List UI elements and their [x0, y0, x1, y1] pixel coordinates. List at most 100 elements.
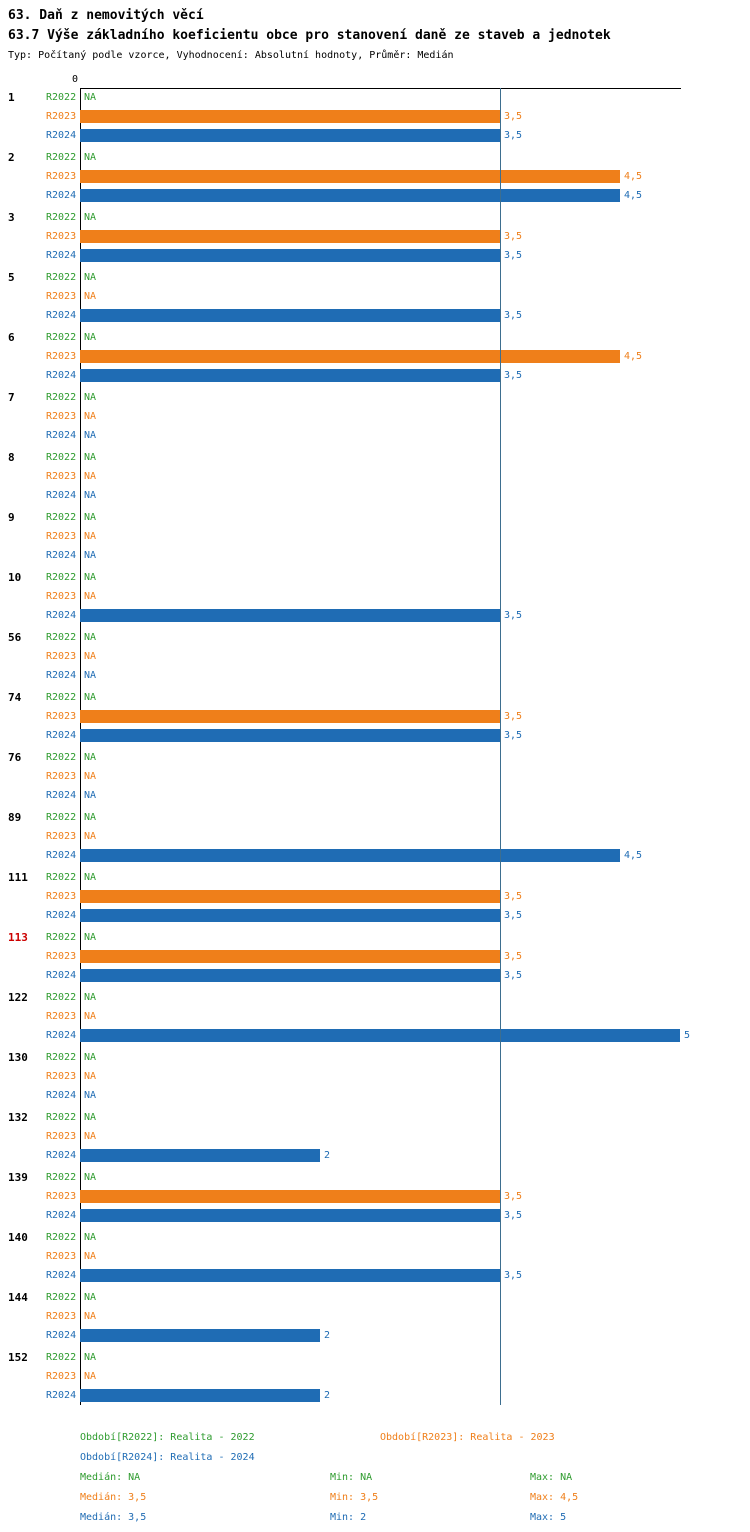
- bar-area: NA: [80, 568, 750, 587]
- legend-min-r2022: Min: NA: [330, 1471, 373, 1483]
- bar-area: 4,5: [80, 347, 750, 366]
- bar-area: 3,5: [80, 1266, 750, 1285]
- series-label: R2023: [46, 1311, 77, 1322]
- series-label: R2022: [46, 1112, 77, 1123]
- na-label: NA: [84, 272, 97, 283]
- legend-period-r2022: Období[R2022]: Realita - 2022: [80, 1431, 255, 1443]
- chart-row: R2022 NA: [0, 1288, 750, 1307]
- group-label: 3: [8, 211, 15, 224]
- series-label: R2024: [46, 1030, 77, 1041]
- series-label: R2024: [46, 250, 77, 261]
- bar-r2023: [80, 890, 500, 903]
- value-label: 3,5: [504, 610, 523, 621]
- group-label: 144: [8, 1291, 28, 1304]
- value-label: 3,5: [504, 891, 523, 902]
- series-label: R2022: [46, 1232, 77, 1243]
- bar-group: 152 R2022 NA R2023 NA R2024 2: [0, 1348, 750, 1405]
- na-label: NA: [84, 1071, 97, 1082]
- bar-r2024: [80, 129, 500, 142]
- bar-area: 4,5: [80, 167, 750, 186]
- bar-area: 3,5: [80, 306, 750, 325]
- bar-r2024: [80, 309, 500, 322]
- value-label: 3,5: [504, 250, 523, 261]
- series-label: R2024: [46, 190, 77, 201]
- bar-area: 3,5: [80, 107, 750, 126]
- chart-row: R2023 NA: [0, 407, 750, 426]
- legend-median-r2023: Medián: 3,5: [80, 1491, 147, 1503]
- series-label: R2024: [46, 910, 77, 921]
- na-label: NA: [84, 872, 97, 883]
- chart-row: R2023 3,5: [0, 947, 750, 966]
- na-label: NA: [84, 812, 97, 823]
- value-label: 4,5: [624, 850, 643, 861]
- bar-area: 3,5: [80, 606, 750, 625]
- group-label: 10: [8, 571, 22, 584]
- series-label: R2024: [46, 370, 77, 381]
- series-label: R2023: [46, 1371, 77, 1382]
- bar-area: 2: [80, 1326, 750, 1345]
- bar-group: 74 R2022 NA R2023 3,5 R2024 3,5: [0, 688, 750, 745]
- na-label: NA: [84, 490, 97, 501]
- group-label: 6: [8, 331, 15, 344]
- bar-r2023: [80, 710, 500, 723]
- series-label: R2023: [46, 111, 77, 122]
- na-label: NA: [84, 1311, 97, 1322]
- series-label: R2023: [46, 711, 77, 722]
- chart-row: R2023 3,5: [0, 227, 750, 246]
- legend-median-r2024: Medián: 3,5: [80, 1511, 147, 1523]
- bar-area: NA: [80, 786, 750, 805]
- chart-row: R2022 NA: [0, 268, 750, 287]
- na-label: NA: [84, 632, 97, 643]
- bar-area: 3,5: [80, 726, 750, 745]
- bar-group: 3 R2022 NA R2023 3,5 R2024 3,5: [0, 208, 750, 265]
- bar-area: NA: [80, 1288, 750, 1307]
- bar-area: NA: [80, 827, 750, 846]
- bar-r2024: [80, 369, 500, 382]
- series-label: R2024: [46, 1210, 77, 1221]
- legend-min-r2023: Min: 3,5: [330, 1491, 379, 1503]
- group-label: 8: [8, 451, 15, 464]
- na-label: NA: [84, 1371, 97, 1382]
- series-label: R2023: [46, 771, 77, 782]
- legend: Období[R2022]: Realita - 2022 Období[R20…: [80, 1427, 750, 1527]
- bar-area: NA: [80, 328, 750, 347]
- y-axis-line: [80, 88, 81, 1405]
- series-label: R2023: [46, 591, 77, 602]
- bar-area: NA: [80, 467, 750, 486]
- series-label: R2024: [46, 730, 77, 741]
- chart-row: R2022 NA: [0, 328, 750, 347]
- legend-max-r2022: Max: NA: [530, 1471, 573, 1483]
- na-label: NA: [84, 1090, 97, 1101]
- chart-row: R2022 NA: [0, 988, 750, 1007]
- bar-area: 2: [80, 1146, 750, 1165]
- bar-area: 4,5: [80, 186, 750, 205]
- bar-area: NA: [80, 486, 750, 505]
- series-label: R2023: [46, 831, 77, 842]
- chart-row: R2024 3,5: [0, 246, 750, 265]
- series-label: R2022: [46, 152, 77, 163]
- chart-row: R2024 NA: [0, 426, 750, 445]
- series-label: R2023: [46, 411, 77, 422]
- chart-meta-info: Typ: Počítaný podle vzorce, Vyhodnocení:…: [8, 50, 454, 61]
- median-reference-line: [500, 88, 501, 1405]
- na-label: NA: [84, 332, 97, 343]
- group-label: 139: [8, 1171, 28, 1184]
- chart-row: R2022 NA: [0, 388, 750, 407]
- na-label: NA: [84, 1011, 97, 1022]
- series-label: R2023: [46, 291, 77, 302]
- na-label: NA: [84, 411, 97, 422]
- series-label: R2022: [46, 932, 77, 943]
- bar-r2024: [80, 849, 620, 862]
- chart-row: R2024 3,5: [0, 906, 750, 925]
- value-label: 4,5: [624, 171, 643, 182]
- series-label: R2024: [46, 790, 77, 801]
- na-label: NA: [84, 550, 97, 561]
- group-label: 152: [8, 1351, 28, 1364]
- bar-area: NA: [80, 1048, 750, 1067]
- chart-row: R2023 3,5: [0, 887, 750, 906]
- chart-row: R2022 NA: [0, 148, 750, 167]
- chart-row: R2022 NA: [0, 568, 750, 587]
- bar-r2023: [80, 350, 620, 363]
- na-label: NA: [84, 992, 97, 1003]
- bar-group: 6 R2022 NA R2023 4,5 R2024 3,5: [0, 328, 750, 385]
